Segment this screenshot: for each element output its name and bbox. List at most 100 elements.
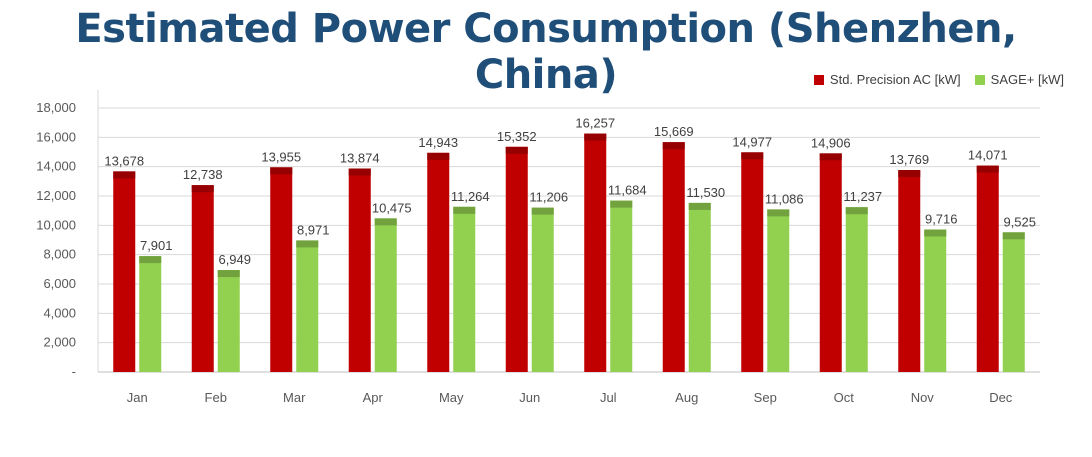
x-tick-label: Nov bbox=[911, 390, 935, 405]
data-label: 11,264 bbox=[451, 189, 490, 204]
bar-sage bbox=[767, 209, 790, 372]
bar-std-ac-cap bbox=[976, 165, 999, 173]
bar-std-ac-cap bbox=[819, 153, 842, 161]
bar-std-ac bbox=[191, 185, 214, 372]
bar-sage bbox=[1002, 232, 1025, 372]
y-tick-label: 18,000 bbox=[36, 100, 76, 115]
y-tick-label: - bbox=[72, 364, 76, 379]
bar-std-ac bbox=[505, 146, 528, 372]
bar-std-ac-cap bbox=[348, 168, 371, 176]
bar-std-ac-cap bbox=[191, 185, 214, 193]
y-tick-label: 14,000 bbox=[36, 159, 76, 174]
y-tick-label: 8,000 bbox=[43, 247, 76, 262]
bar-sage bbox=[374, 218, 397, 372]
bar-std-ac bbox=[976, 165, 999, 372]
bar-std-ac bbox=[819, 153, 842, 372]
bar-std-ac bbox=[348, 168, 371, 372]
bar-std-ac-cap bbox=[427, 152, 450, 160]
data-label: 14,071 bbox=[968, 148, 1008, 163]
bar-std-ac bbox=[270, 167, 293, 372]
bar-sage-cap bbox=[217, 270, 240, 278]
data-label: 10,475 bbox=[372, 200, 412, 215]
data-label: 13,955 bbox=[261, 149, 301, 164]
x-tick-label: Dec bbox=[989, 390, 1013, 405]
x-tick-label: Mar bbox=[283, 390, 306, 405]
data-label: 11,684 bbox=[608, 183, 647, 198]
data-label: 14,943 bbox=[418, 135, 458, 150]
y-tick-label: 12,000 bbox=[36, 188, 76, 203]
bar-std-ac-cap bbox=[662, 142, 685, 150]
bar-sage-cap bbox=[767, 209, 790, 217]
legend-swatch-std-ac bbox=[813, 74, 824, 85]
bar-std-ac-cap bbox=[898, 170, 921, 178]
bar-sage-cap bbox=[610, 200, 633, 208]
data-label: 16,257 bbox=[575, 116, 615, 131]
bar-sage bbox=[845, 207, 868, 372]
bar-sage bbox=[688, 202, 711, 372]
bar-sage bbox=[296, 240, 319, 372]
x-tick-label: Jul bbox=[600, 390, 617, 405]
legend-item-sage: SAGE+ [kW] bbox=[974, 72, 1064, 87]
bar-sage-cap bbox=[296, 240, 319, 248]
x-tick-label: May bbox=[439, 390, 464, 405]
legend-swatch-sage bbox=[974, 74, 985, 85]
data-label: 13,678 bbox=[104, 153, 144, 168]
bar-sage-cap bbox=[688, 202, 711, 210]
bar-std-ac-cap bbox=[584, 133, 607, 141]
data-label: 13,874 bbox=[340, 151, 380, 166]
data-label: 14,906 bbox=[811, 135, 851, 150]
x-tick-label: Feb bbox=[205, 390, 227, 405]
bar-sage-cap bbox=[374, 218, 397, 226]
data-label: 14,977 bbox=[732, 134, 772, 149]
data-label: 13,769 bbox=[889, 152, 929, 167]
data-label: 9,716 bbox=[925, 211, 958, 226]
chart-title: Estimated Power Consumption (Shenzhen, C… bbox=[75, 6, 1017, 98]
bar-std-ac bbox=[898, 170, 921, 372]
x-tick-label: Aug bbox=[675, 390, 698, 405]
bar-std-ac-cap bbox=[270, 167, 293, 175]
bar-sage-cap bbox=[139, 256, 162, 264]
x-tick-label: Sep bbox=[754, 390, 777, 405]
data-label: 7,901 bbox=[140, 238, 173, 253]
legend-label-sage: SAGE+ [kW] bbox=[990, 72, 1064, 87]
data-label: 11,206 bbox=[529, 190, 568, 205]
bar-std-ac bbox=[584, 133, 607, 372]
bar-std-ac-cap bbox=[741, 152, 764, 160]
data-label: 11,237 bbox=[843, 189, 882, 204]
bar-sage-cap bbox=[845, 207, 868, 215]
bar-sage-cap bbox=[1002, 232, 1025, 240]
bar-sage bbox=[453, 206, 476, 372]
bar-sage bbox=[139, 256, 162, 372]
bar-std-ac bbox=[113, 171, 136, 372]
bar-sage bbox=[217, 270, 240, 372]
x-tick-label: Oct bbox=[834, 390, 855, 405]
x-tick-label: Apr bbox=[363, 390, 384, 405]
bar-std-ac bbox=[741, 152, 764, 372]
bar-sage bbox=[531, 207, 554, 372]
bar-sage-cap bbox=[453, 206, 476, 214]
legend: Std. Precision AC [kW] SAGE+ [kW] bbox=[813, 72, 1064, 87]
data-label: 15,352 bbox=[497, 129, 537, 144]
bar-std-ac-cap bbox=[505, 146, 528, 154]
data-label: 11,086 bbox=[765, 191, 804, 206]
x-tick-label: Jan bbox=[127, 390, 148, 405]
bar-std-ac bbox=[662, 142, 685, 372]
legend-label-std-ac: Std. Precision AC [kW] bbox=[829, 72, 961, 87]
legend-item-std-ac: Std. Precision AC [kW] bbox=[813, 72, 961, 87]
data-label: 12,738 bbox=[183, 167, 223, 182]
y-tick-label: 6,000 bbox=[43, 276, 76, 291]
data-label: 8,971 bbox=[297, 222, 330, 237]
bar-sage-cap bbox=[924, 229, 947, 237]
data-label: 9,525 bbox=[1003, 214, 1036, 229]
y-tick-label: 4,000 bbox=[43, 305, 76, 320]
y-tick-label: 2,000 bbox=[43, 335, 76, 350]
data-label: 15,669 bbox=[654, 124, 694, 139]
bar-sage bbox=[610, 200, 633, 372]
bar-sage-cap bbox=[531, 207, 554, 215]
bar-sage bbox=[924, 229, 947, 372]
x-tick-label: Jun bbox=[519, 390, 540, 405]
y-tick-label: 16,000 bbox=[36, 129, 76, 144]
data-label: 11,530 bbox=[686, 185, 725, 200]
y-tick-label: 10,000 bbox=[36, 217, 76, 232]
